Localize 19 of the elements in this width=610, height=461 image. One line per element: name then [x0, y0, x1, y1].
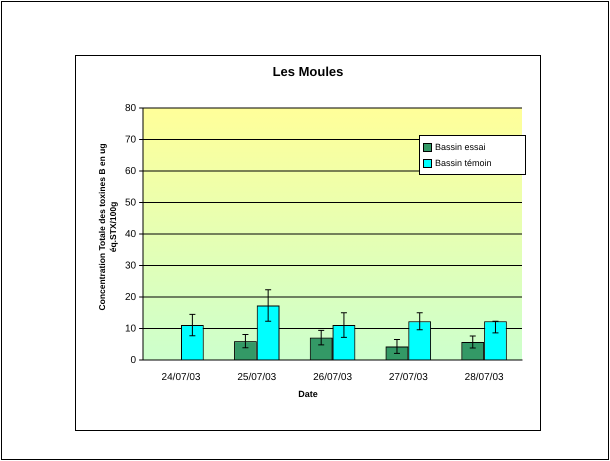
y-tick-label: 60	[125, 166, 137, 177]
x-tick-label: 28/07/03	[464, 372, 504, 383]
x-tick-label: 25/07/03	[237, 372, 277, 383]
x-tick-label: 27/07/03	[388, 372, 428, 383]
y-tick-label: 70	[125, 134, 137, 146]
y-tick-label: 50	[125, 197, 137, 208]
y-tick-label: 30	[125, 260, 137, 272]
y-tick-label: 40	[125, 228, 137, 240]
y-tick-label: 10	[125, 323, 137, 334]
x-axis-title: Date	[297, 389, 319, 399]
legend-label: Bassin essai	[435, 142, 486, 152]
y-axis-title: Concentration Totale des toxines B en ug éq.STX/100g	[97, 142, 119, 313]
x-tick-label: 26/07/03	[313, 372, 352, 383]
y-tick-label: 80	[125, 102, 137, 114]
y-tick-label: 20	[125, 292, 137, 303]
chart-title: Les Moules	[272, 64, 344, 79]
x-tick-label: 24/07/03	[162, 372, 201, 383]
legend-label: Bassin témoin	[435, 158, 492, 168]
y-tick-label: 0	[130, 354, 137, 366]
